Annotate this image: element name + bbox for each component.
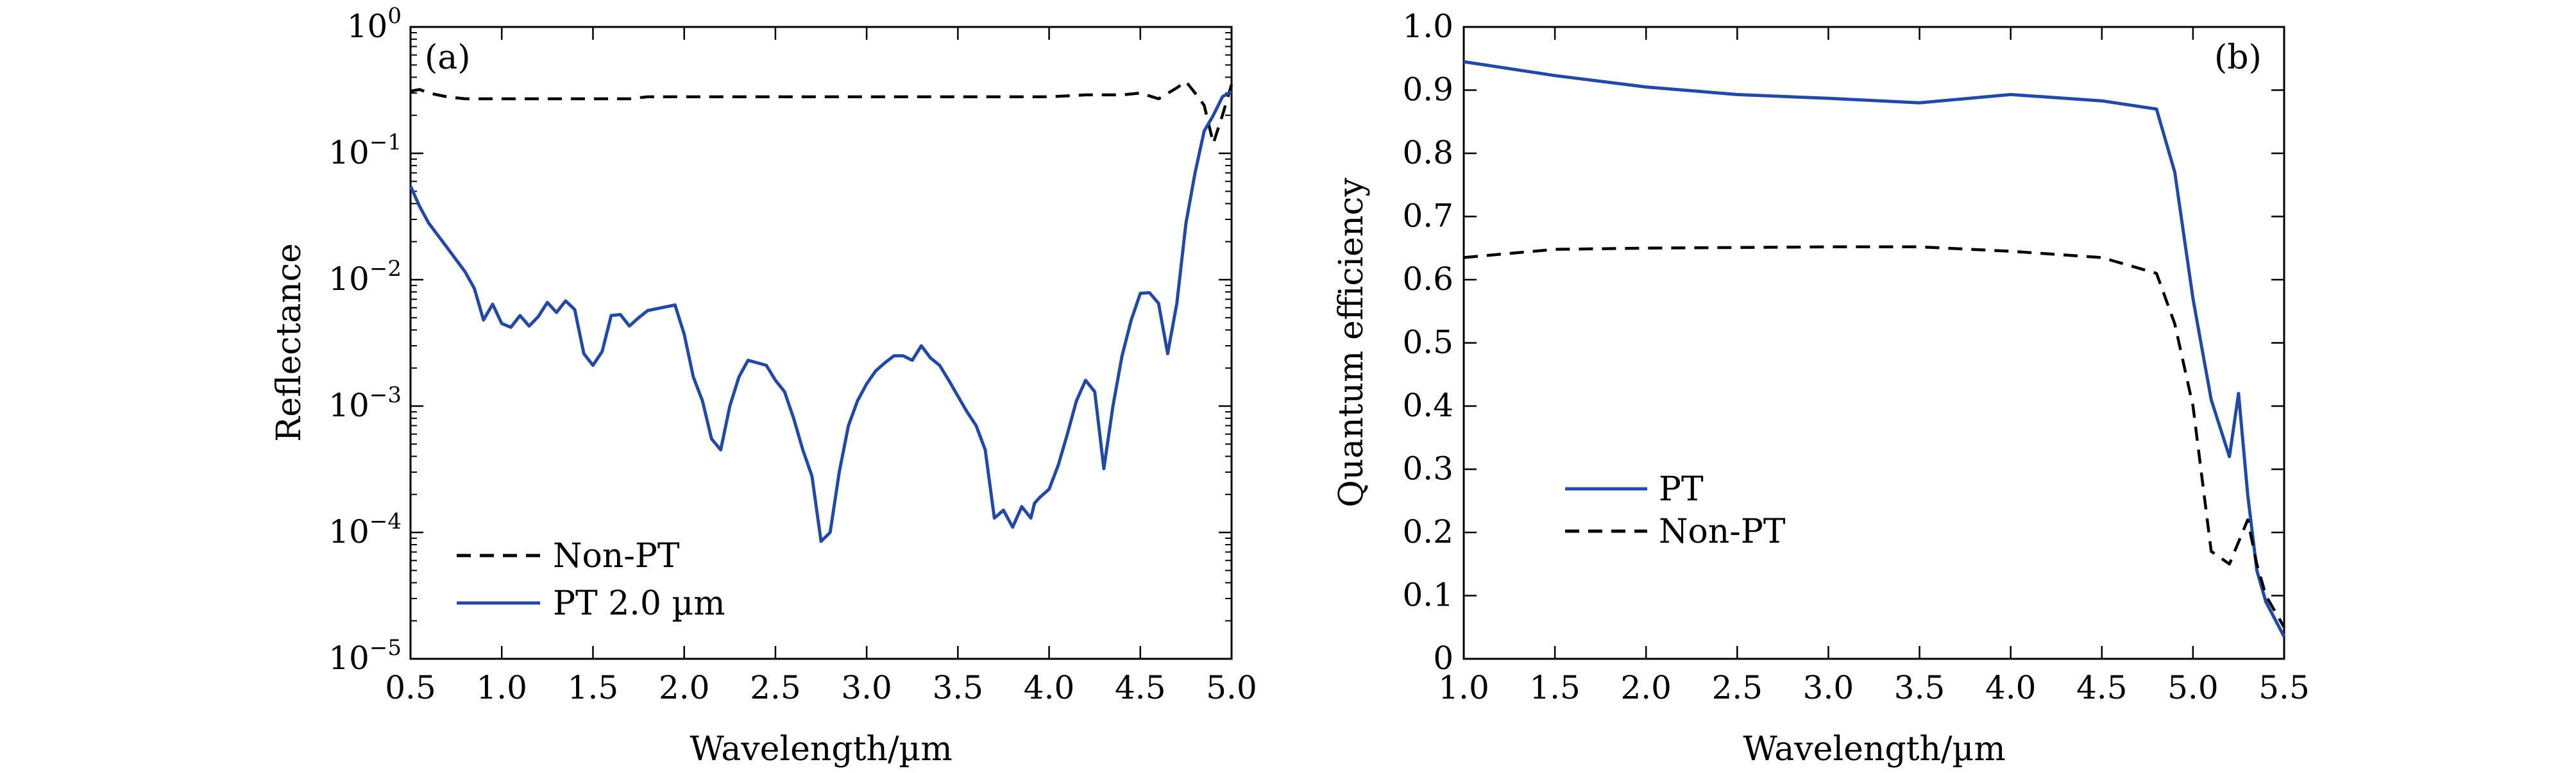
panel-b-y-tick-label-0-6: 0.6 [1402,260,1453,298]
panel-a-x-tick-label-3-5: 3.5 [933,669,984,706]
panel-a-frame [409,26,1233,660]
panel-a-x-tick-label-4-0: 4.0 [1024,669,1075,706]
panel-a-y-tick-label-3: 10−3 [328,382,402,424]
panel-b-y-tick-label-0-2: 0.2 [1402,513,1453,550]
panel-b-x-tick-label-1-5: 1.5 [1529,669,1580,706]
panel-b-series-line-pt [1463,60,2286,638]
panel-b-x-tick-label-4-5: 4.5 [2076,669,2128,706]
panel-a-series-line-non-pt [410,80,1233,145]
panel-a-reflectance-chart: 0.5 1.0 1.5 2.0 2.5 3.0 3.5 4.0 4.5 5.0 10010−110… [270,3,1257,769]
y-tick-base: 10 [328,640,369,677]
panel-b-y-axis-title: Quantum efficiency [1332,178,1371,507]
panel-b-x-tick-label-2-0: 2.0 [1620,669,1672,706]
panel-a-y-tick-label-2: 10−2 [328,256,402,298]
y-tick-base: 10 [328,387,369,424]
panel-b-ticks [1462,26,2285,660]
y-tick-exponent: 0 [387,3,402,29]
panel-b-label: (b) [2214,38,2262,77]
panel-b-x-tick-label-5-0: 5.0 [2167,669,2219,706]
y-tick-base: 10 [347,8,388,45]
panel-b-series-line-non-pt [1463,245,2285,628]
panel-a-ticks [409,26,1233,660]
panel-b-x-tick-label-4-0: 4.0 [1985,669,2037,706]
panel-b-y-tick-label-0-1: 0.1 [1402,577,1453,614]
panel-a-y-tick-label-4: 10−4 [328,509,402,550]
panel-b-y-tick-label-0-3: 0.3 [1402,450,1453,488]
panel-a-legend: Non-PT PT 2.0 µm [457,537,725,623]
panel-a-x-tick-label-1-0: 1.0 [476,669,527,706]
panel-b-y-tick-label-0: 0 [1433,640,1453,677]
panel-b-x-tick-label-3-5: 3.5 [1894,669,1945,706]
y-tick-base: 10 [328,134,369,171]
panel-a-x-tick-label-4-5: 4.5 [1115,669,1166,706]
y-tick-exponent: −4 [369,509,402,534]
panel-b-x-tick-label-1-0: 1.0 [1438,669,1489,706]
panel-a-x-tick-label-2-5: 2.5 [750,669,801,706]
panel-a-x-axis-title: Wavelength/µm [690,730,952,769]
y-tick-base: 10 [328,513,369,550]
panel-a-x-tick-labels: 0.5 1.0 1.5 2.0 2.5 3.0 3.5 4.0 4.5 5.0 [385,669,1257,706]
y-tick-exponent: −1 [369,130,402,155]
panel-b-legend-label-non-pt: Non-PT [1659,513,1786,551]
y-tick-exponent: −5 [369,635,402,661]
panel-a-x-tick-label-0-5: 0.5 [385,669,436,706]
panel-b-y-tick-label-0-5: 0.5 [1402,324,1453,361]
panel-b-legend-label-pt: PT [1659,470,1704,509]
panel-a-y-axis-title: Reflectance [270,243,309,442]
panel-a-legend-label-pt: PT 2.0 µm [553,584,725,623]
panel-b-y-tick-label-0-4: 0.4 [1402,387,1453,424]
panel-a-x-tick-label-5-0: 5.0 [1206,669,1257,706]
panel-b-y-tick-labels: 0 0.1 0.2 0.3 0.4 0.5 0.6 0.7 0.8 0.9 1.0 [1402,8,1453,677]
panel-b-legend: PT Non-PT [1565,470,1786,551]
panel-a-label: (a) [425,38,471,77]
panel-a-y-tick-label-1: 10−1 [328,130,402,171]
panel-b-y-tick-label-0-8: 0.8 [1402,134,1453,171]
panel-a-series-line-pt-2-0-m [409,90,1233,543]
y-tick-exponent: −2 [369,256,402,282]
panel-a-x-tick-label-3-0: 3.0 [841,669,892,706]
panel-a-x-tick-label-1-5: 1.5 [568,669,619,706]
panel-b-quantum-efficiency-chart: 1.0 1.5 2.0 2.5 3.0 3.5 4.0 4.5 5.0 5.5 0 0.1 0.2 0.… [1332,8,2310,769]
panel-b-series [1463,60,2286,638]
panel-a-x-tick-label-2-0: 2.0 [659,669,710,706]
panel-a-y-tick-label-5: 10−5 [328,635,402,677]
panel-b-x-tick-labels: 1.0 1.5 2.0 2.5 3.0 3.5 4.0 4.5 5.0 5.5 [1438,669,2310,706]
panel-a-legend-label-non-pt: Non-PT [553,537,680,575]
panel-b-x-tick-label-2-5: 2.5 [1712,669,1763,706]
panel-b-x-axis-title: Wavelength/µm [1743,730,2005,769]
panel-b-y-tick-label-0-9: 0.9 [1402,71,1453,108]
panel-b-y-tick-label-1-0: 1.0 [1402,8,1453,45]
panel-b-x-tick-label-5-5: 5.5 [2258,669,2310,706]
panel-a-series [409,80,1233,543]
y-tick-base: 10 [328,260,369,298]
panel-b-x-tick-label-3-0: 3.0 [1803,669,1854,706]
panel-b-y-tick-label-0-7: 0.7 [1402,198,1453,235]
y-tick-exponent: −3 [369,382,402,408]
panel-a-y-tick-label-0: 100 [347,3,402,45]
